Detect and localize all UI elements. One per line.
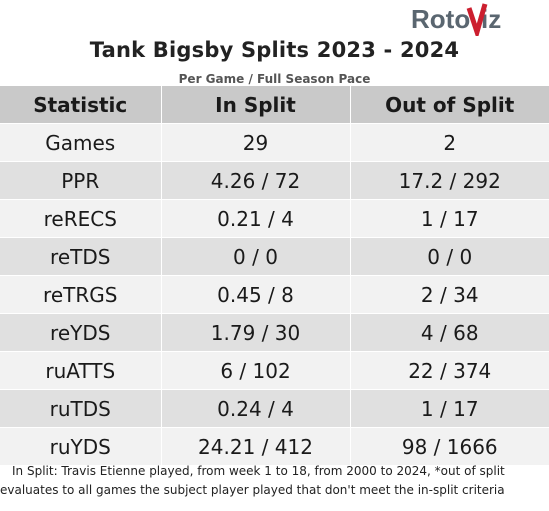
out-of-split-cell: 98 / 1666 bbox=[350, 427, 549, 465]
stat-name-cell: reRECS bbox=[0, 199, 162, 238]
out-of-split-cell: 2 / 34 bbox=[350, 275, 549, 314]
in-split-cell: 0.21 / 4 bbox=[161, 199, 351, 238]
table-row: reYDS 1.79 / 30 4 / 68 bbox=[0, 313, 549, 352]
table-row: reTDS 0 / 0 0 / 0 bbox=[0, 237, 549, 276]
in-split-cell: 0.24 / 4 bbox=[161, 389, 351, 428]
stat-name-cell: ruYDS bbox=[0, 427, 162, 465]
out-of-split-cell: 2 bbox=[350, 123, 549, 162]
column-header-statistic: Statistic bbox=[0, 86, 162, 124]
stat-name-cell: Games bbox=[0, 123, 162, 162]
out-of-split-cell: 17.2 / 292 bbox=[350, 161, 549, 200]
column-header-in-split: In Split bbox=[161, 86, 351, 124]
table-row: ruATTS 6 / 102 22 / 374 bbox=[0, 351, 549, 390]
stat-name-cell: reTRGS bbox=[0, 275, 162, 314]
out-of-split-cell: 0 / 0 bbox=[350, 237, 549, 276]
out-of-split-cell: 1 / 17 bbox=[350, 199, 549, 238]
stat-name-cell: ruATTS bbox=[0, 351, 162, 390]
stat-name-cell: reYDS bbox=[0, 313, 162, 352]
svg-text:iz: iz bbox=[481, 4, 501, 34]
stat-name-cell: PPR bbox=[0, 161, 162, 200]
page-title: Tank Bigsby Splits 2023 - 2024 bbox=[89, 38, 460, 62]
in-split-cell: 0.45 / 8 bbox=[161, 275, 351, 314]
in-split-cell: 29 bbox=[161, 123, 351, 162]
splits-table: Statistic In Split Out of Split Games 29… bbox=[0, 86, 549, 465]
column-header-out-of-split: Out of Split bbox=[350, 86, 549, 124]
in-split-cell: 24.21 / 412 bbox=[161, 427, 351, 465]
table-row: Games 29 2 bbox=[0, 123, 549, 162]
footnote: In Split: Travis Etienne played, from we… bbox=[0, 464, 505, 497]
table-row: PPR 4.26 / 72 17.2 / 292 bbox=[0, 161, 549, 200]
out-of-split-cell: 22 / 374 bbox=[350, 351, 549, 390]
in-split-cell: 6 / 102 bbox=[161, 351, 351, 390]
out-of-split-cell: 4 / 68 bbox=[350, 313, 549, 352]
out-of-split-cell: 1 / 17 bbox=[350, 389, 549, 428]
in-split-cell: 1.79 / 30 bbox=[161, 313, 351, 352]
table-row: reTRGS 0.45 / 8 2 / 34 bbox=[0, 275, 549, 314]
table-row: ruYDS 24.21 / 412 98 / 1666 bbox=[0, 427, 549, 465]
stat-name-cell: ruTDS bbox=[0, 389, 162, 428]
svg-text:Roto: Roto bbox=[411, 4, 470, 34]
page-subtitle: Per Game / Full Season Pace bbox=[178, 72, 371, 86]
table-row: reRECS 0.21 / 4 1 / 17 bbox=[0, 199, 549, 238]
table-row: ruTDS 0.24 / 4 1 / 17 bbox=[0, 389, 549, 428]
rotoviz-logo: Roto iz bbox=[411, 3, 501, 36]
table-header-row: Statistic In Split Out of Split bbox=[0, 86, 549, 124]
stat-name-cell: reTDS bbox=[0, 237, 162, 276]
in-split-cell: 4.26 / 72 bbox=[161, 161, 351, 200]
in-split-cell: 0 / 0 bbox=[161, 237, 351, 276]
